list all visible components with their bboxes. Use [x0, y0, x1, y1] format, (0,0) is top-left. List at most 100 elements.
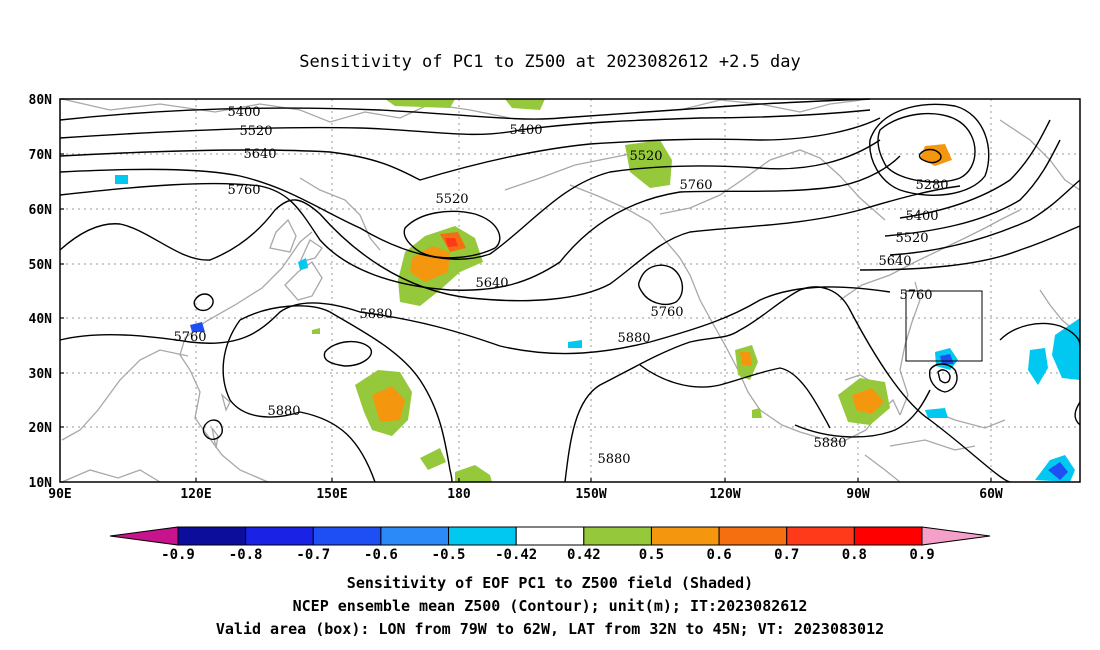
colorbar-label: -0.9 [161, 547, 195, 563]
coastlines [61, 98, 1081, 483]
lon-label: 120W [709, 487, 740, 502]
colorbar-high-arrow [921, 526, 991, 546]
contour-label: 5880 [597, 452, 630, 467]
colorbar-label: -0.8 [229, 547, 263, 563]
colorbar-swatches [177, 526, 923, 546]
colorbar-label: 0.42 [567, 547, 601, 563]
contour-label: 5640 [475, 276, 508, 291]
lat-label: 30N [29, 367, 53, 382]
positive-region [455, 465, 492, 482]
caption-line: NCEP ensemble mean Z500 (Contour); unit(… [293, 597, 808, 615]
colorbar-label: 0.7 [774, 547, 799, 563]
colorbar-label: -0.42 [495, 547, 537, 563]
contour-label: 5520 [435, 192, 468, 207]
positive-region [852, 388, 884, 414]
contour-label: 5880 [267, 404, 300, 419]
negative-region [190, 322, 205, 332]
lon-label: 90E [48, 487, 71, 502]
negative-region [568, 340, 582, 348]
positive-region [505, 99, 545, 110]
lat-label: 70N [29, 148, 53, 163]
contour-label: 5760 [650, 305, 683, 320]
contour-label: 5640 [878, 254, 911, 269]
positive-region [385, 99, 455, 108]
colorbar-labels: -0.9 -0.8 -0.7 -0.6 -0.5 -0.42 0.42 0.5 0.6 0.7 0.… [161, 547, 935, 563]
lat-label: 20N [29, 421, 53, 436]
lat-label: 60N [29, 203, 53, 218]
colorbar-low-arrow [109, 526, 179, 546]
colorbar-label: 0.6 [706, 547, 731, 563]
lon-label: 120E [180, 487, 211, 502]
map-frame [59, 98, 1081, 483]
positive-region [625, 140, 672, 188]
positive-region [445, 238, 458, 247]
contour-label: 5880 [617, 331, 650, 346]
contour-labels: 5400 5520 5640 5760 5400 5520 5760 5520 … [173, 105, 948, 467]
colorbar-swatch [515, 526, 585, 546]
contour-label: 5760 [679, 178, 712, 193]
colorbar-label: 0.8 [842, 547, 867, 563]
negative-region [925, 408, 948, 418]
negative-region [115, 175, 128, 184]
latitude-labels: 80N 70N 60N 50N 40N 30N 20N 10N [29, 93, 53, 491]
colorbar-label: -0.6 [364, 547, 398, 563]
valid-area-box [905, 290, 983, 362]
lon-label: 150E [316, 487, 347, 502]
positive-region [420, 448, 446, 470]
contour-label: 5280 [915, 178, 948, 193]
colorbar-label: -0.5 [432, 547, 466, 563]
contour-label: 5880 [359, 307, 392, 322]
lon-label: 90W [846, 487, 870, 502]
contour-label: 5640 [243, 147, 276, 162]
colorbar-swatch [650, 526, 720, 546]
colorbar-label: 0.9 [909, 547, 934, 563]
caption-line: Sensitivity of EOF PC1 to Z500 field (Sh… [347, 574, 753, 592]
lon-label: 150W [575, 487, 606, 502]
positive-region [312, 328, 320, 334]
lon-label: 180 [447, 487, 471, 502]
contour-label: 5520 [895, 231, 928, 246]
lat-label: 80N [29, 93, 53, 108]
positive-region [752, 408, 762, 418]
lat-label: 50N [29, 258, 53, 273]
colorbar-label: -0.7 [296, 547, 330, 563]
map-panel: 5400 5520 5640 5760 5400 5520 5760 5520 … [59, 98, 1081, 483]
colorbar-swatch [786, 526, 855, 546]
caption: Sensitivity of EOF PC1 to Z500 field (Sh… [216, 574, 884, 638]
colorbar-swatch [177, 526, 247, 546]
contour-label: 5760 [173, 330, 206, 345]
lat-label: 10N [29, 476, 53, 491]
colorbar-swatch [312, 526, 382, 546]
colorbar-swatch [718, 526, 788, 546]
positive-region [740, 352, 752, 366]
contour-label: 5880 [813, 436, 846, 451]
positive-region [410, 246, 450, 282]
colorbar-swatch [245, 526, 314, 546]
contour-label: 5760 [227, 183, 260, 198]
lon-label: 60W [979, 487, 1003, 502]
negative-region [298, 258, 308, 270]
longitude-labels: 90E 120E 150E 180 150W 120W 90W 60W [48, 487, 1003, 502]
contour-label: 5400 [905, 209, 938, 224]
colorbar-swatch [853, 526, 923, 546]
colorbar-label: 0.5 [639, 547, 664, 563]
contour-label: 5400 [227, 105, 260, 120]
sensitivity-shading [115, 99, 1080, 482]
lat-label: 40N [29, 312, 53, 327]
map-title: Sensitivity of PC1 to Z500 at 2023082612… [299, 52, 801, 72]
graticule [60, 99, 1080, 482]
colorbar-swatch [380, 526, 450, 546]
colorbar-swatch [583, 526, 652, 546]
caption-line: Valid area (box): LON from 79W to 62W, L… [216, 620, 884, 638]
contour-label: 5520 [629, 149, 662, 164]
positive-region [372, 386, 405, 422]
z500-contours [59, 98, 1081, 483]
negative-region [1048, 462, 1068, 480]
contour-label: 5400 [509, 123, 542, 138]
map-ticks [60, 98, 992, 483]
colorbar-swatch [448, 526, 517, 546]
colorbar: -0.9 -0.8 -0.7 -0.6 -0.5 -0.42 0.42 0.5 0.6 0.7 0.… [109, 526, 991, 563]
contour-label: 5760 [899, 288, 932, 303]
negative-region [1028, 348, 1048, 385]
